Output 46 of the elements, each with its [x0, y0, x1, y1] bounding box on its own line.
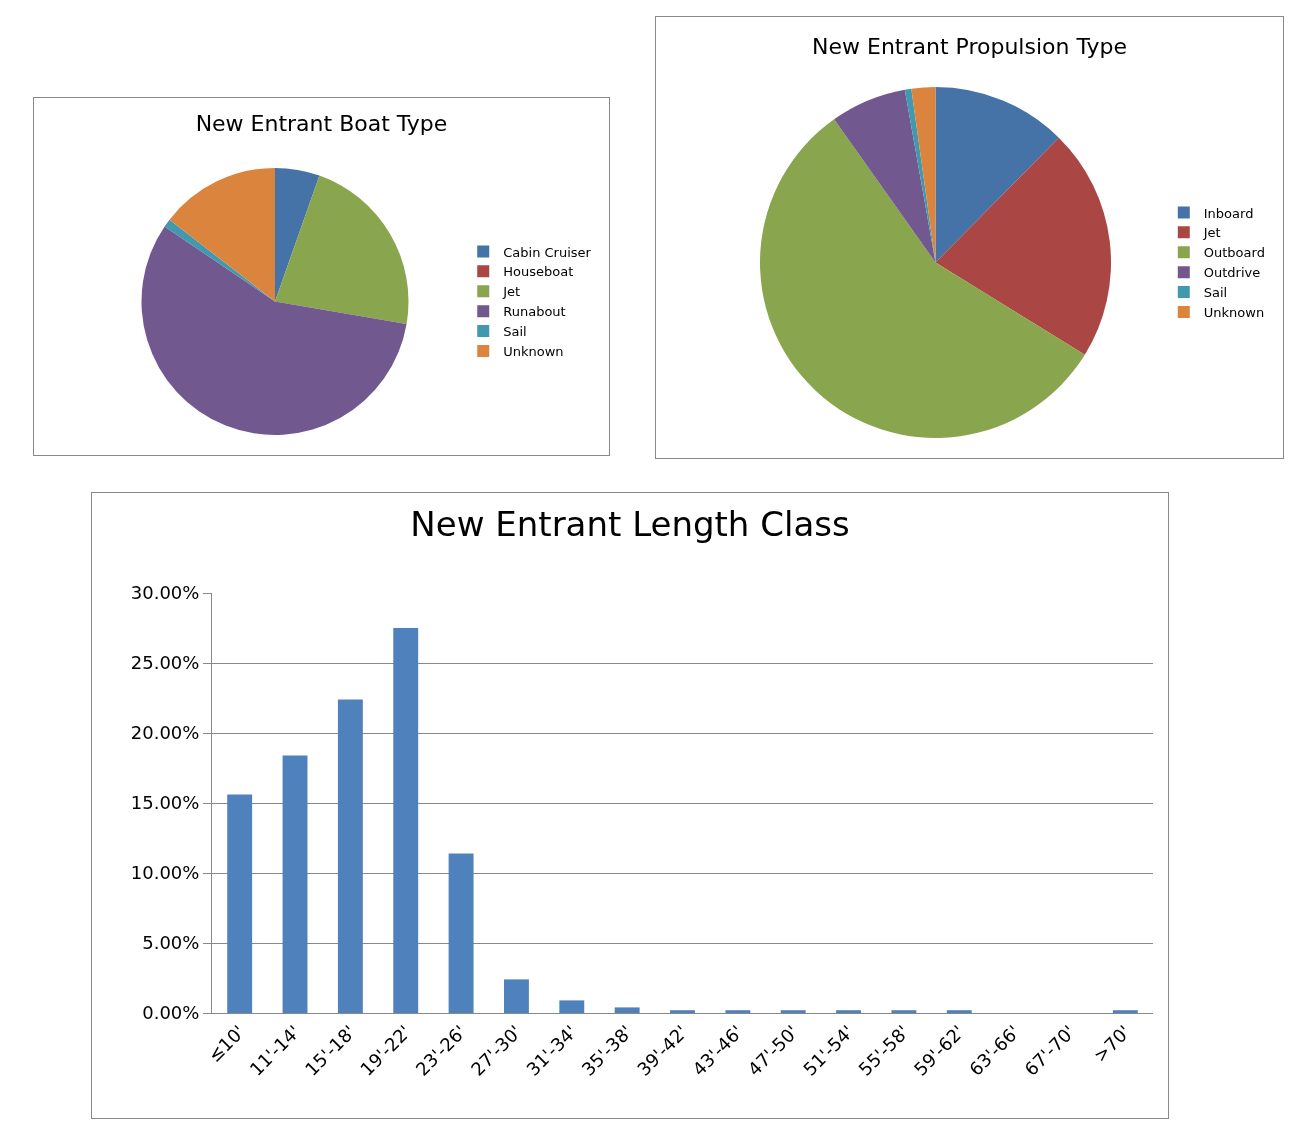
legend-label: Outboard [1203, 245, 1265, 261]
pie-slice [141, 226, 407, 435]
legend-label: Sail [503, 324, 527, 340]
bar [670, 1010, 695, 1013]
chart-title: New Entrant Boat Type [195, 111, 448, 137]
bar [337, 699, 363, 1013]
legend-label: Inboard [1203, 205, 1254, 221]
bar [946, 1010, 972, 1013]
y-tick-label: 5.00% [142, 932, 200, 954]
bar [448, 853, 474, 1013]
bar [1112, 1010, 1138, 1013]
bar [503, 979, 529, 1013]
chart-title: New Entrant Propulsion Type [812, 34, 1127, 60]
legend-label: Outdrive [1203, 265, 1261, 281]
bar [559, 1000, 585, 1013]
chart-title: New Entrant Length Class [410, 503, 850, 544]
pie-slice [834, 89, 936, 263]
bar [393, 628, 419, 1013]
pie-slice [169, 168, 275, 302]
legend-label: Jet [1202, 225, 1221, 241]
legend-label: Jet [502, 284, 521, 300]
pie-slice [275, 168, 320, 302]
y-tick-label: 15.00% [130, 792, 200, 814]
legend-label: Sail [1203, 285, 1228, 301]
bar [891, 1010, 917, 1013]
bar [282, 755, 308, 1013]
legend-label: Unknown [503, 344, 564, 360]
bar [725, 1010, 751, 1013]
pie-slice [760, 119, 1085, 438]
legend-label: Runabout [503, 304, 566, 320]
y-tick-label: 30.00% [130, 582, 200, 604]
bar [614, 1007, 640, 1013]
y-tick-label: 0.00% [142, 1002, 200, 1024]
y-tick-label: 25.00% [130, 652, 200, 674]
pie-slice [275, 175, 409, 325]
legend-label: Houseboat [503, 264, 574, 280]
bar [836, 1010, 862, 1013]
y-tick-label: 10.00% [130, 862, 200, 884]
pie-slice [911, 87, 936, 263]
pie-slice [935, 87, 1059, 263]
legend-label: Cabin Cruiser [503, 244, 592, 260]
bar [780, 1010, 806, 1013]
y-tick-label: 20.00% [130, 722, 200, 744]
legend-label: Unknown [1203, 305, 1265, 321]
pie-slice [935, 137, 1111, 355]
bar [227, 794, 253, 1013]
